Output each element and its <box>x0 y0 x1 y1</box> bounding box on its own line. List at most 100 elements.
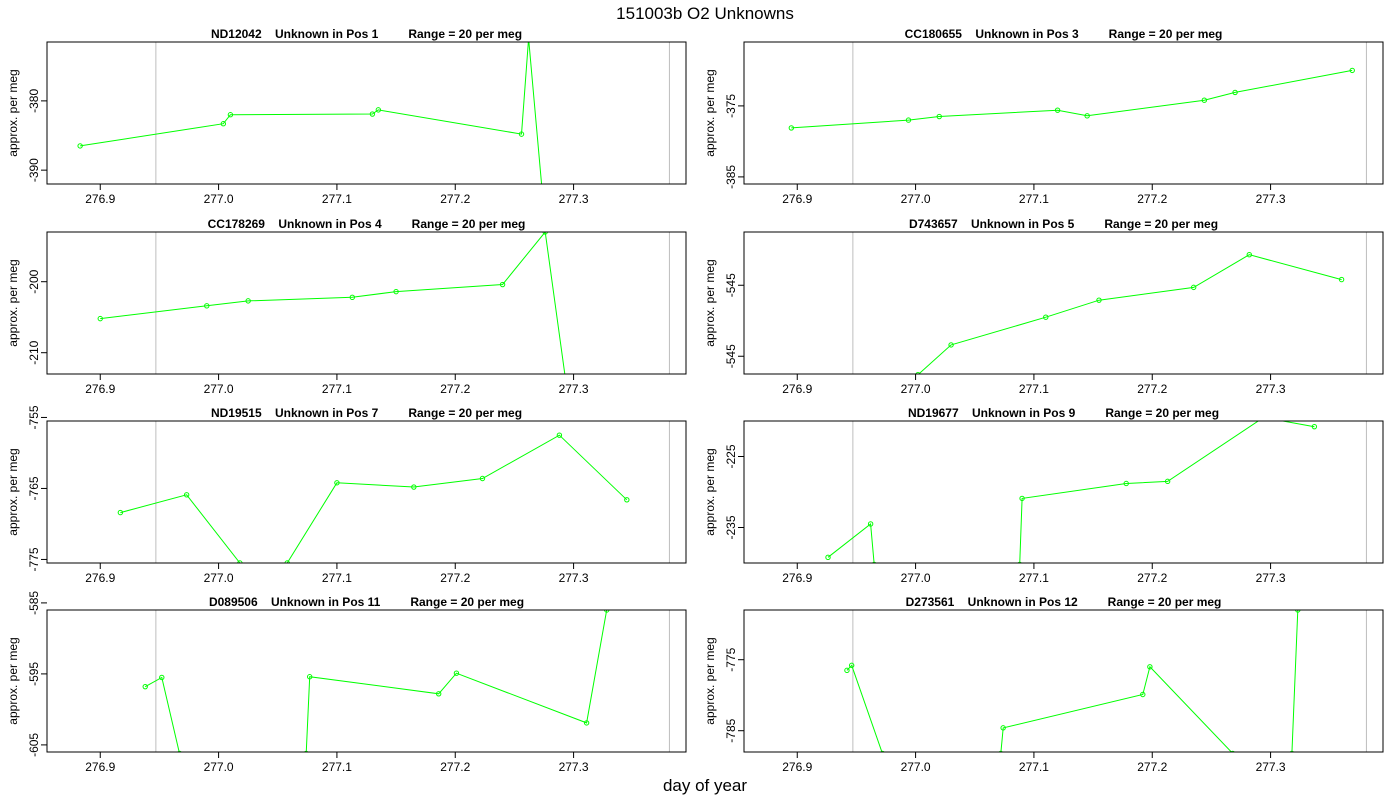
data-point <box>518 131 525 137</box>
y-tick-label: -385 <box>724 165 738 189</box>
data-point <box>245 298 251 304</box>
data-point <box>307 674 313 680</box>
data-point <box>1190 284 1197 291</box>
data-point <box>1084 113 1090 119</box>
y-tick-label: -235 <box>724 515 738 539</box>
plot-box <box>46 231 687 375</box>
x-tick-label: 277.3 <box>559 382 589 396</box>
x-tick-label: 277.2 <box>1137 192 1167 206</box>
y-axis-label: approx. per meg <box>703 448 717 535</box>
data-point <box>334 480 340 486</box>
data-point <box>1054 107 1061 113</box>
data-point <box>499 281 506 288</box>
x-tick-label: 277.1 <box>322 571 352 585</box>
data-point <box>915 372 921 374</box>
x-tick-label: 277.3 <box>559 760 589 774</box>
x-tick-label: 277.0 <box>204 760 234 774</box>
data-point <box>624 497 630 503</box>
data-point <box>1311 423 1318 430</box>
x-tick-label: 277.0 <box>901 571 931 585</box>
series-line <box>100 232 566 374</box>
data-point <box>867 521 874 527</box>
y-tick-label: -585 <box>27 591 41 615</box>
data-point <box>1140 691 1146 698</box>
y-axis-label: approx. per meg <box>703 259 717 346</box>
plot-box <box>743 231 1384 375</box>
data-point <box>905 117 912 123</box>
x-tick-label: 277.3 <box>1256 382 1286 396</box>
data-point <box>825 554 831 561</box>
x-tick-label: 277.0 <box>204 192 234 206</box>
y-tick-label: -775 <box>724 647 738 671</box>
y-axis-label: approx. per meg <box>6 69 20 156</box>
y-tick-label: -755 <box>27 405 41 429</box>
data-point <box>844 667 850 674</box>
y-axis-label: approx. per meg <box>6 259 20 346</box>
x-tick-label: 276.9 <box>85 192 115 206</box>
data-point <box>848 662 855 669</box>
data-point <box>604 610 610 613</box>
panel-title: ND19515 Unknown in Pos 7 Range = 20 per … <box>211 406 522 420</box>
panel-title: CC180655 Unknown in Pos 3 Range = 20 per… <box>905 27 1223 41</box>
x-tick-label: 277.2 <box>440 192 470 206</box>
x-tick-label: 277.2 <box>440 571 470 585</box>
x-tick-label: 276.9 <box>85 571 115 585</box>
data-point <box>183 492 190 498</box>
x-tick-label: 277.1 <box>322 382 352 396</box>
chart-panel-3: 276.9 277.0 277.1 277.2 277.3 -200 -210 approx.… <box>6 217 687 396</box>
x-tick-label: 277.2 <box>1137 382 1167 396</box>
x-tick-label: 277.1 <box>1019 382 1049 396</box>
chart-panel-6: 276.9 277.0 277.1 277.2 277.3 -225 -235 approx.… <box>703 406 1384 585</box>
data-point <box>303 750 309 752</box>
data-point <box>1230 750 1236 752</box>
panel-title: ND12042 Unknown in Pos 1 Range = 20 per … <box>211 27 522 41</box>
data-point <box>948 342 954 348</box>
x-tick-label: 276.9 <box>782 760 812 774</box>
series-line <box>144 610 608 752</box>
data-point <box>1096 297 1102 303</box>
y-tick-label: -785 <box>724 718 738 742</box>
x-tick-label: 277.1 <box>1019 192 1049 206</box>
y-tick-label: -225 <box>724 444 738 468</box>
series-line <box>827 421 1315 563</box>
y-tick-label: -210 <box>27 340 41 364</box>
plot-box <box>46 41 687 185</box>
data-point <box>453 670 460 676</box>
panel-title: ND19677 Unknown in Pos 9 Range = 20 per … <box>908 406 1219 420</box>
series-line <box>80 42 543 184</box>
data-point <box>1164 478 1171 485</box>
series-group <box>788 67 1355 131</box>
series-group <box>142 610 610 752</box>
series-line <box>846 610 1299 752</box>
data-point <box>1295 610 1301 613</box>
panel-title: D743657 Unknown in Pos 5 Range = 20 per … <box>909 217 1218 231</box>
y-tick-label: -595 <box>27 662 41 686</box>
series-group <box>97 232 566 374</box>
x-tick-label: 277.2 <box>440 760 470 774</box>
data-point <box>177 750 182 752</box>
x-tick-label: 277.3 <box>1256 571 1286 585</box>
data-point <box>871 561 877 563</box>
data-point <box>435 691 442 697</box>
series-line <box>918 254 1342 374</box>
x-tick-label: 276.9 <box>782 382 812 396</box>
y-tick-label: -545 <box>724 273 738 297</box>
panel-title: D273561 Unknown in Pos 12 Range = 20 per… <box>906 595 1222 609</box>
data-point <box>1338 276 1345 283</box>
data-point <box>1043 314 1049 320</box>
x-tick-label: 276.9 <box>782 571 812 585</box>
chart-panel-2: 276.9 277.0 277.1 277.2 277.3 -375 -385 approx.… <box>703 27 1384 206</box>
x-tick-label: 277.3 <box>559 571 589 585</box>
data-point <box>369 111 376 117</box>
chart-panel-4: 276.9 277.0 277.1 277.2 277.3 -545 -545 approx.… <box>703 217 1384 396</box>
plot-box <box>743 609 1384 753</box>
series-group <box>915 252 1345 374</box>
panels: 276.9 277.0 277.1 277.2 277.3 -380 -390 approx.… <box>6 27 1384 774</box>
data-point <box>526 36 530 40</box>
x-tick-label: 277.0 <box>901 760 931 774</box>
data-point <box>1147 664 1153 670</box>
x-tick-label: 276.9 <box>85 382 115 396</box>
x-tick-label: 277.1 <box>322 192 352 206</box>
data-point <box>349 294 355 301</box>
y-tick-label: -765 <box>27 476 41 500</box>
